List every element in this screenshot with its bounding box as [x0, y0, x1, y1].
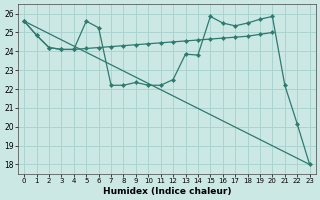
X-axis label: Humidex (Indice chaleur): Humidex (Indice chaleur) — [103, 187, 231, 196]
